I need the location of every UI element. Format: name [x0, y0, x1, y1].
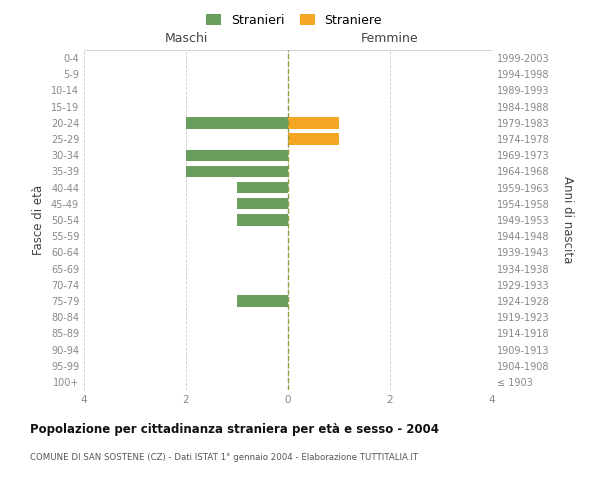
Bar [237, 198, 288, 209]
Text: Femmine: Femmine [361, 32, 419, 45]
Y-axis label: Anni di nascita: Anni di nascita [561, 176, 574, 264]
Bar [288, 134, 339, 144]
Bar [186, 166, 288, 177]
Y-axis label: Fasce di età: Fasce di età [32, 185, 45, 255]
Bar [186, 150, 288, 161]
Legend: Stranieri, Straniere: Stranieri, Straniere [206, 14, 382, 26]
Bar [237, 296, 288, 306]
Bar [237, 182, 288, 194]
Bar [186, 117, 288, 128]
Text: COMUNE DI SAN SOSTENE (CZ) - Dati ISTAT 1° gennaio 2004 - Elaborazione TUTTITALI: COMUNE DI SAN SOSTENE (CZ) - Dati ISTAT … [30, 452, 418, 462]
Text: Maschi: Maschi [164, 32, 208, 45]
Bar [288, 117, 339, 128]
Bar [237, 214, 288, 226]
Text: Popolazione per cittadinanza straniera per età e sesso - 2004: Popolazione per cittadinanza straniera p… [30, 422, 439, 436]
